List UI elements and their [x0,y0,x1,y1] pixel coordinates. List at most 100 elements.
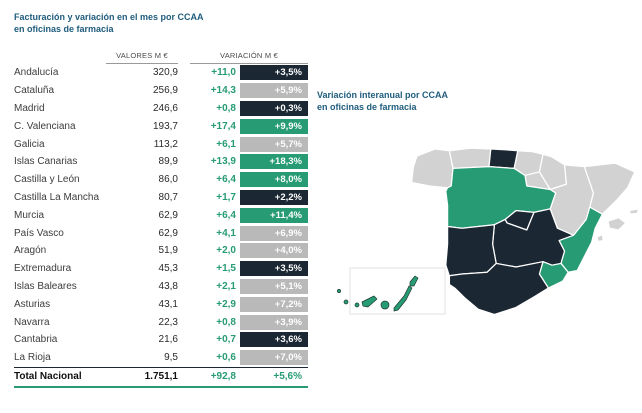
map-title: Variación interanual por CCAA en oficina… [317,90,448,113]
value-cell: 246,6 [152,102,178,114]
table-body: Andalucía 320,9 +11,0 +3,5% Cataluña 256… [14,64,308,367]
variation-cell: +14,3 [210,85,236,97]
ccaa-billing-table: VALORES M € VARIACIÓN M € Andalucía 320,… [14,46,308,389]
table-row: Andalucía 320,9 +11,0 +3,5% [14,64,308,82]
variation-cell: +0,8 [216,316,236,328]
map-region-andalucia [448,261,550,316]
map-region-islas-baleares [596,208,640,243]
total-variation-pct: +5,6% [273,371,302,383]
value-cell: 21,6 [158,334,178,346]
variation-pct-cell: +6,9% [236,225,308,241]
variation-pct-cell: +5,9% [236,83,308,99]
table-row: Madrid 246,6 +0,8 +0,3% [14,100,308,118]
value-cell: 62,9 [158,209,178,221]
variation-pct-cell: +8,0% [236,172,308,188]
value-cell: 43,1 [158,298,178,310]
region-name: Asturias [14,298,51,310]
map-region-extremadura [445,224,497,277]
variation-pct-cell: +5,7% [236,136,308,152]
value-cell: 256,9 [152,85,178,97]
value-cell: 45,3 [158,263,178,275]
variation-cell: +17,4 [210,120,236,132]
region-name: Castilla y León [14,174,80,186]
total-label: Total Nacional [14,371,82,383]
variation-cell: +1,5 [216,263,236,275]
table-header: VALORES M € VARIACIÓN M € [14,46,308,64]
value-cell: 51,9 [158,245,178,257]
column-header-variacion: VARIACIÓN M € [190,51,308,64]
variation-pct-cell: +4,0% [236,243,308,259]
table-row: C. Valenciana 193,7 +17,4 +9,9% [14,117,308,135]
region-name: Murcia [14,209,45,221]
variation-pct-cell: +3,5% [236,65,308,81]
variation-cell: +0,7 [216,334,236,346]
value-cell: 62,9 [158,227,178,239]
variation-pct-badge: +2,2% [240,189,308,205]
spain-choropleth-map [337,147,640,316]
map-region-cataluna [583,162,636,215]
variation-pct-cell: +9,9% [236,118,308,134]
variation-cell: +1,7 [216,191,236,203]
variation-pct-cell: +0,3% [236,100,308,116]
variation-cell: +6,4 [216,174,236,186]
variation-pct-cell: +7,0% [236,350,308,366]
column-header-valores: VALORES M € [106,51,178,64]
variation-pct-badge: +4,0% [240,243,308,259]
region-name: La Rioja [14,352,51,364]
variation-pct-badge: +7,0% [240,350,308,366]
variation-cell: +0,6 [216,352,236,364]
variation-pct-badge: +0,3% [240,100,308,116]
table-row: Castilla y León 86,0 +6,4 +8,0% [14,171,308,189]
variation-cell: +6,4 [216,209,236,221]
region-name: Andalucía [14,67,59,79]
variation-pct-badge: +3,9% [240,314,308,330]
region-name: Cataluña [14,85,55,97]
table-row: Cantabria 21,6 +0,7 +3,6% [14,331,308,349]
variation-pct-badge: +5,7% [240,136,308,152]
table-title: Facturación y variación en el mes por CC… [14,12,204,35]
variation-pct-badge: +8,0% [240,172,308,188]
variation-pct-cell: +2,2% [236,189,308,205]
region-name: Extremadura [14,263,72,275]
map-region-galicia [410,148,454,189]
variation-cell: +2,9 [216,298,236,310]
table-row: Asturias 43,1 +2,9 +7,2% [14,295,308,313]
variation-cell: +0,8 [216,102,236,114]
value-cell: 193,7 [152,120,178,132]
variation-cell: +4,1 [216,227,236,239]
table-row: Islas Canarias 89,9 +13,9 +18,3% [14,153,308,171]
value-cell: 320,9 [152,67,178,79]
region-name: Castilla La Mancha [14,191,100,203]
region-name: Cantabria [14,334,58,346]
map-region-islas-canarias [337,275,419,312]
table-title-line2: en oficinas de farmacia [14,23,114,34]
total-value: 1.751,1 [144,371,178,383]
variation-cell: +13,9 [210,156,236,168]
variation-pct-badge: +3,6% [240,332,308,348]
table-row: La Rioja 9,5 +0,6 +7,0% [14,349,308,367]
value-cell: 89,9 [158,156,178,168]
variation-pct-cell: +11,4% [236,207,308,223]
region-name: Islas Baleares [14,280,77,292]
variation-pct-cell: +18,3% [236,154,308,170]
variation-cell: +2,1 [216,280,236,292]
value-cell: 86,0 [158,174,178,186]
table-row: Galicia 113,2 +6,1 +5,7% [14,135,308,153]
value-cell: 80,7 [158,191,178,203]
value-cell: 9,5 [164,352,178,364]
region-name: Madrid [14,102,45,114]
variation-pct-cell: +3,6% [236,332,308,348]
variation-pct-badge: +18,3% [240,154,308,170]
variation-pct-badge: +5,1% [240,278,308,294]
region-name: Galicia [14,138,45,150]
variation-pct-cell: +5,1% [236,278,308,294]
map-region-cantabria [488,148,519,170]
variation-pct-badge: +6,9% [240,225,308,241]
region-name: Islas Canarias [14,156,78,168]
total-row: Total Nacional 1.751,1 +92,8 +5,6% [14,366,308,389]
variation-pct-badge: +3,5% [240,261,308,277]
variation-pct-badge: +11,4% [240,207,308,223]
table-row: Aragón 51,9 +2,0 +4,0% [14,242,308,260]
table-title-line1: Facturación y variación en el mes por CC… [14,12,204,22]
variation-pct-cell: +7,2% [236,296,308,312]
